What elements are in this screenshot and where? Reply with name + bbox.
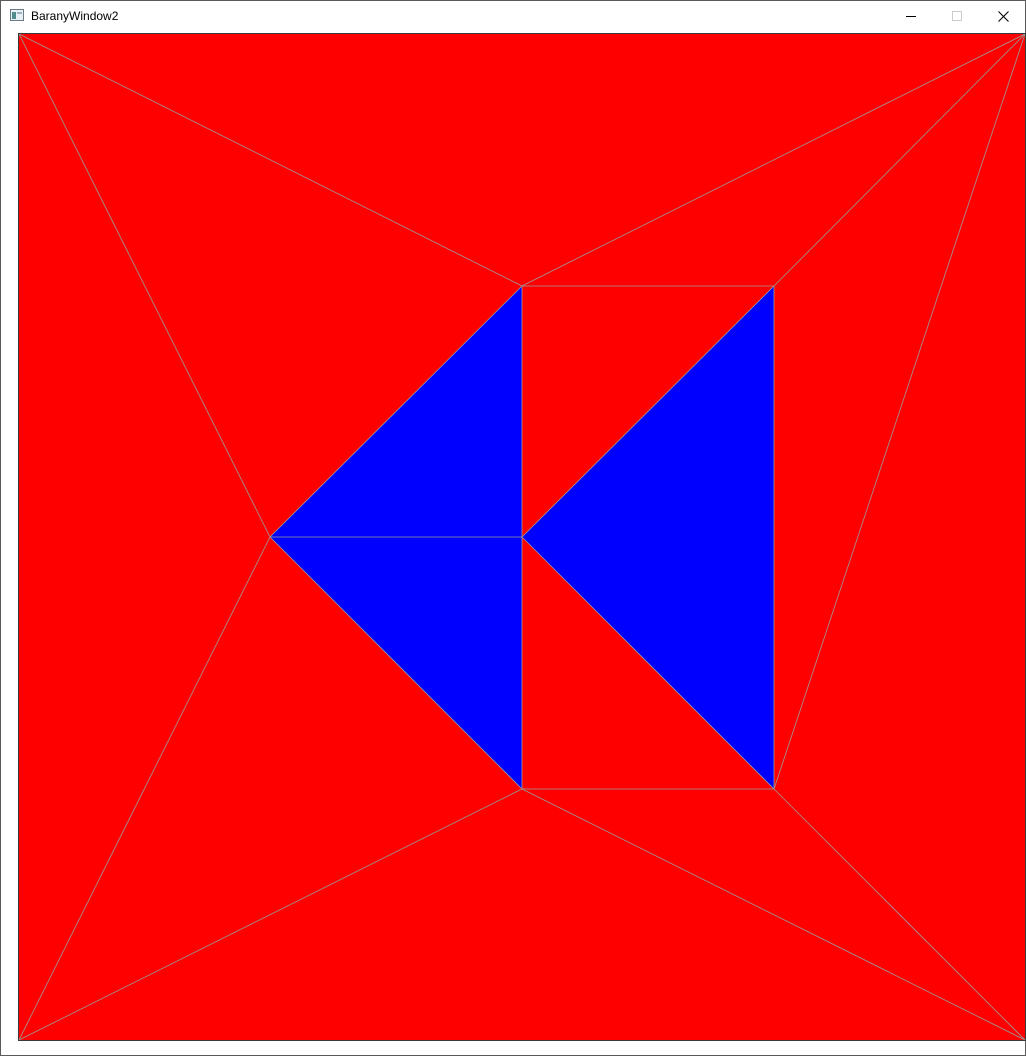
window-title: BaranyWindow2 [31,9,119,23]
edge [19,788,523,1040]
minimize-icon [906,16,916,17]
edge [19,536,271,1040]
edge [521,34,1025,287]
triangulation-edges [19,34,1025,1040]
edge [521,285,775,538]
edge [269,536,523,790]
drawing-canvas[interactable] [18,33,1026,1041]
maximize-button[interactable] [934,1,980,31]
minimize-button[interactable] [888,1,934,31]
edge [19,34,271,538]
title-bar[interactable]: BaranyWindow2 [1,1,1025,31]
close-icon [997,10,1009,22]
edge [521,788,1025,1040]
blue-triangle-right [522,286,774,789]
edge [521,536,775,790]
edge [19,34,523,287]
edge [773,34,1025,287]
edge [773,788,1025,1040]
window-icon [10,9,24,21]
close-button[interactable] [980,1,1026,31]
maximize-icon [952,11,962,21]
triangulation-drawing [19,34,1025,1040]
edge [773,34,1025,790]
edge [269,285,523,538]
